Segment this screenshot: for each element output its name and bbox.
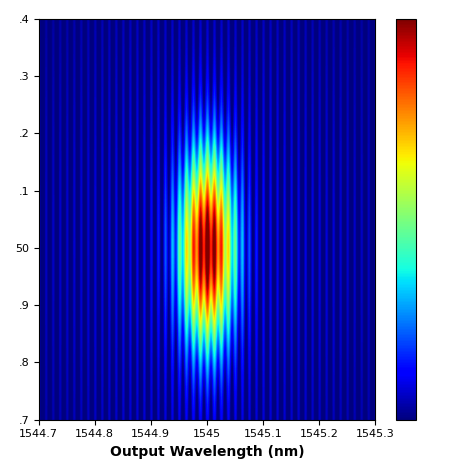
X-axis label: Output Wavelength (nm): Output Wavelength (nm) [109,445,304,459]
